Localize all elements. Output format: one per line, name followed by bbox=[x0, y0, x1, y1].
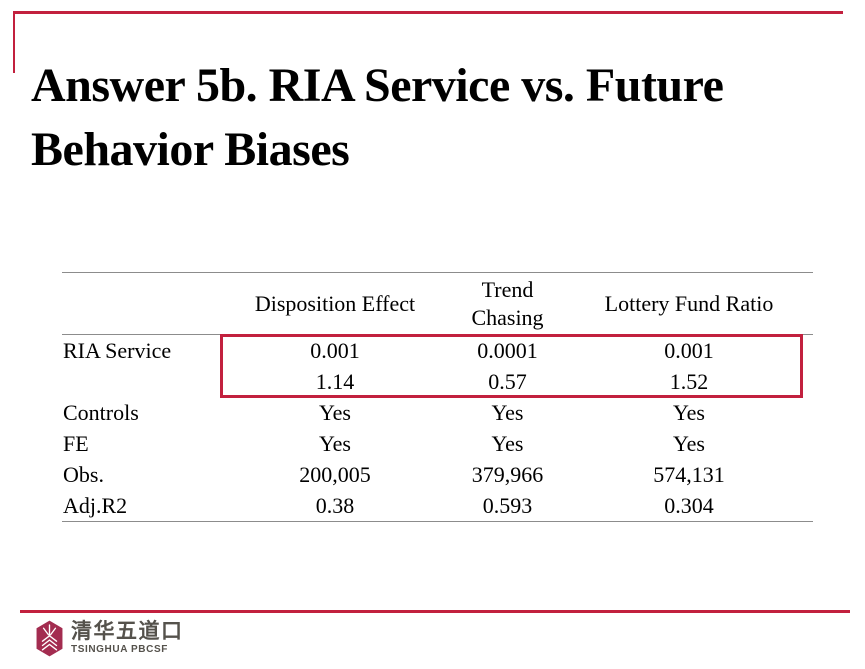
logo-chinese-text: 清华五道口 bbox=[71, 620, 184, 643]
table-cell: Yes bbox=[672, 399, 705, 425]
table-cell: 200,005 bbox=[299, 461, 371, 487]
table-cell: 0.001 bbox=[310, 337, 360, 363]
slide-title: Answer 5b. RIA Service vs. Future Behavi… bbox=[31, 59, 724, 176]
table-header-empty bbox=[62, 273, 220, 335]
table-cell: Yes bbox=[491, 430, 524, 456]
table-header-disposition-effect: Disposition Effect bbox=[220, 273, 450, 335]
table-row-label: FE bbox=[63, 430, 89, 456]
table-row-label: Adj.R2 bbox=[63, 492, 128, 518]
regression-table: Disposition Effect Trend Chasing Lottery… bbox=[62, 272, 813, 522]
table-cell: 0.001 bbox=[664, 337, 714, 363]
table-row-label: Controls bbox=[63, 399, 139, 425]
table-header-trend-chasing: Trend Chasing bbox=[450, 273, 565, 335]
tsinghua-logo-icon bbox=[36, 620, 63, 657]
bottom-red-rule bbox=[20, 610, 850, 613]
table-cell: Yes bbox=[672, 430, 705, 456]
table-cell: 379,966 bbox=[471, 461, 544, 487]
table-header-lottery-fund-ratio: Lottery Fund Ratio bbox=[565, 273, 813, 335]
table-cell: Yes bbox=[318, 399, 351, 425]
table-cell: 1.14 bbox=[315, 368, 355, 394]
table-cell: 0.593 bbox=[482, 492, 533, 518]
table-row-label bbox=[62, 366, 220, 397]
table-row-label: RIA Service bbox=[63, 337, 172, 363]
table-cell: 0.0001 bbox=[477, 337, 538, 363]
logo-text-block: 清华五道口 TSINGHUA PBCSF bbox=[71, 620, 184, 655]
table-cell: Yes bbox=[491, 399, 524, 425]
table-cell: 574,131 bbox=[653, 461, 725, 487]
table-cell: 0.57 bbox=[488, 368, 527, 394]
left-red-rule bbox=[13, 11, 15, 73]
table-cell: 0.38 bbox=[315, 492, 355, 518]
table-cell: 0.304 bbox=[664, 492, 714, 518]
logo-english-text: TSINGHUA PBCSF bbox=[71, 644, 168, 656]
table-cell: 1.52 bbox=[669, 368, 709, 394]
top-red-rule bbox=[13, 11, 843, 14]
table-row-label: Obs. bbox=[63, 461, 104, 487]
table-cell: Yes bbox=[318, 430, 351, 456]
tsinghua-pbcsf-logo: 清华五道口 TSINGHUA PBCSF bbox=[36, 620, 184, 657]
